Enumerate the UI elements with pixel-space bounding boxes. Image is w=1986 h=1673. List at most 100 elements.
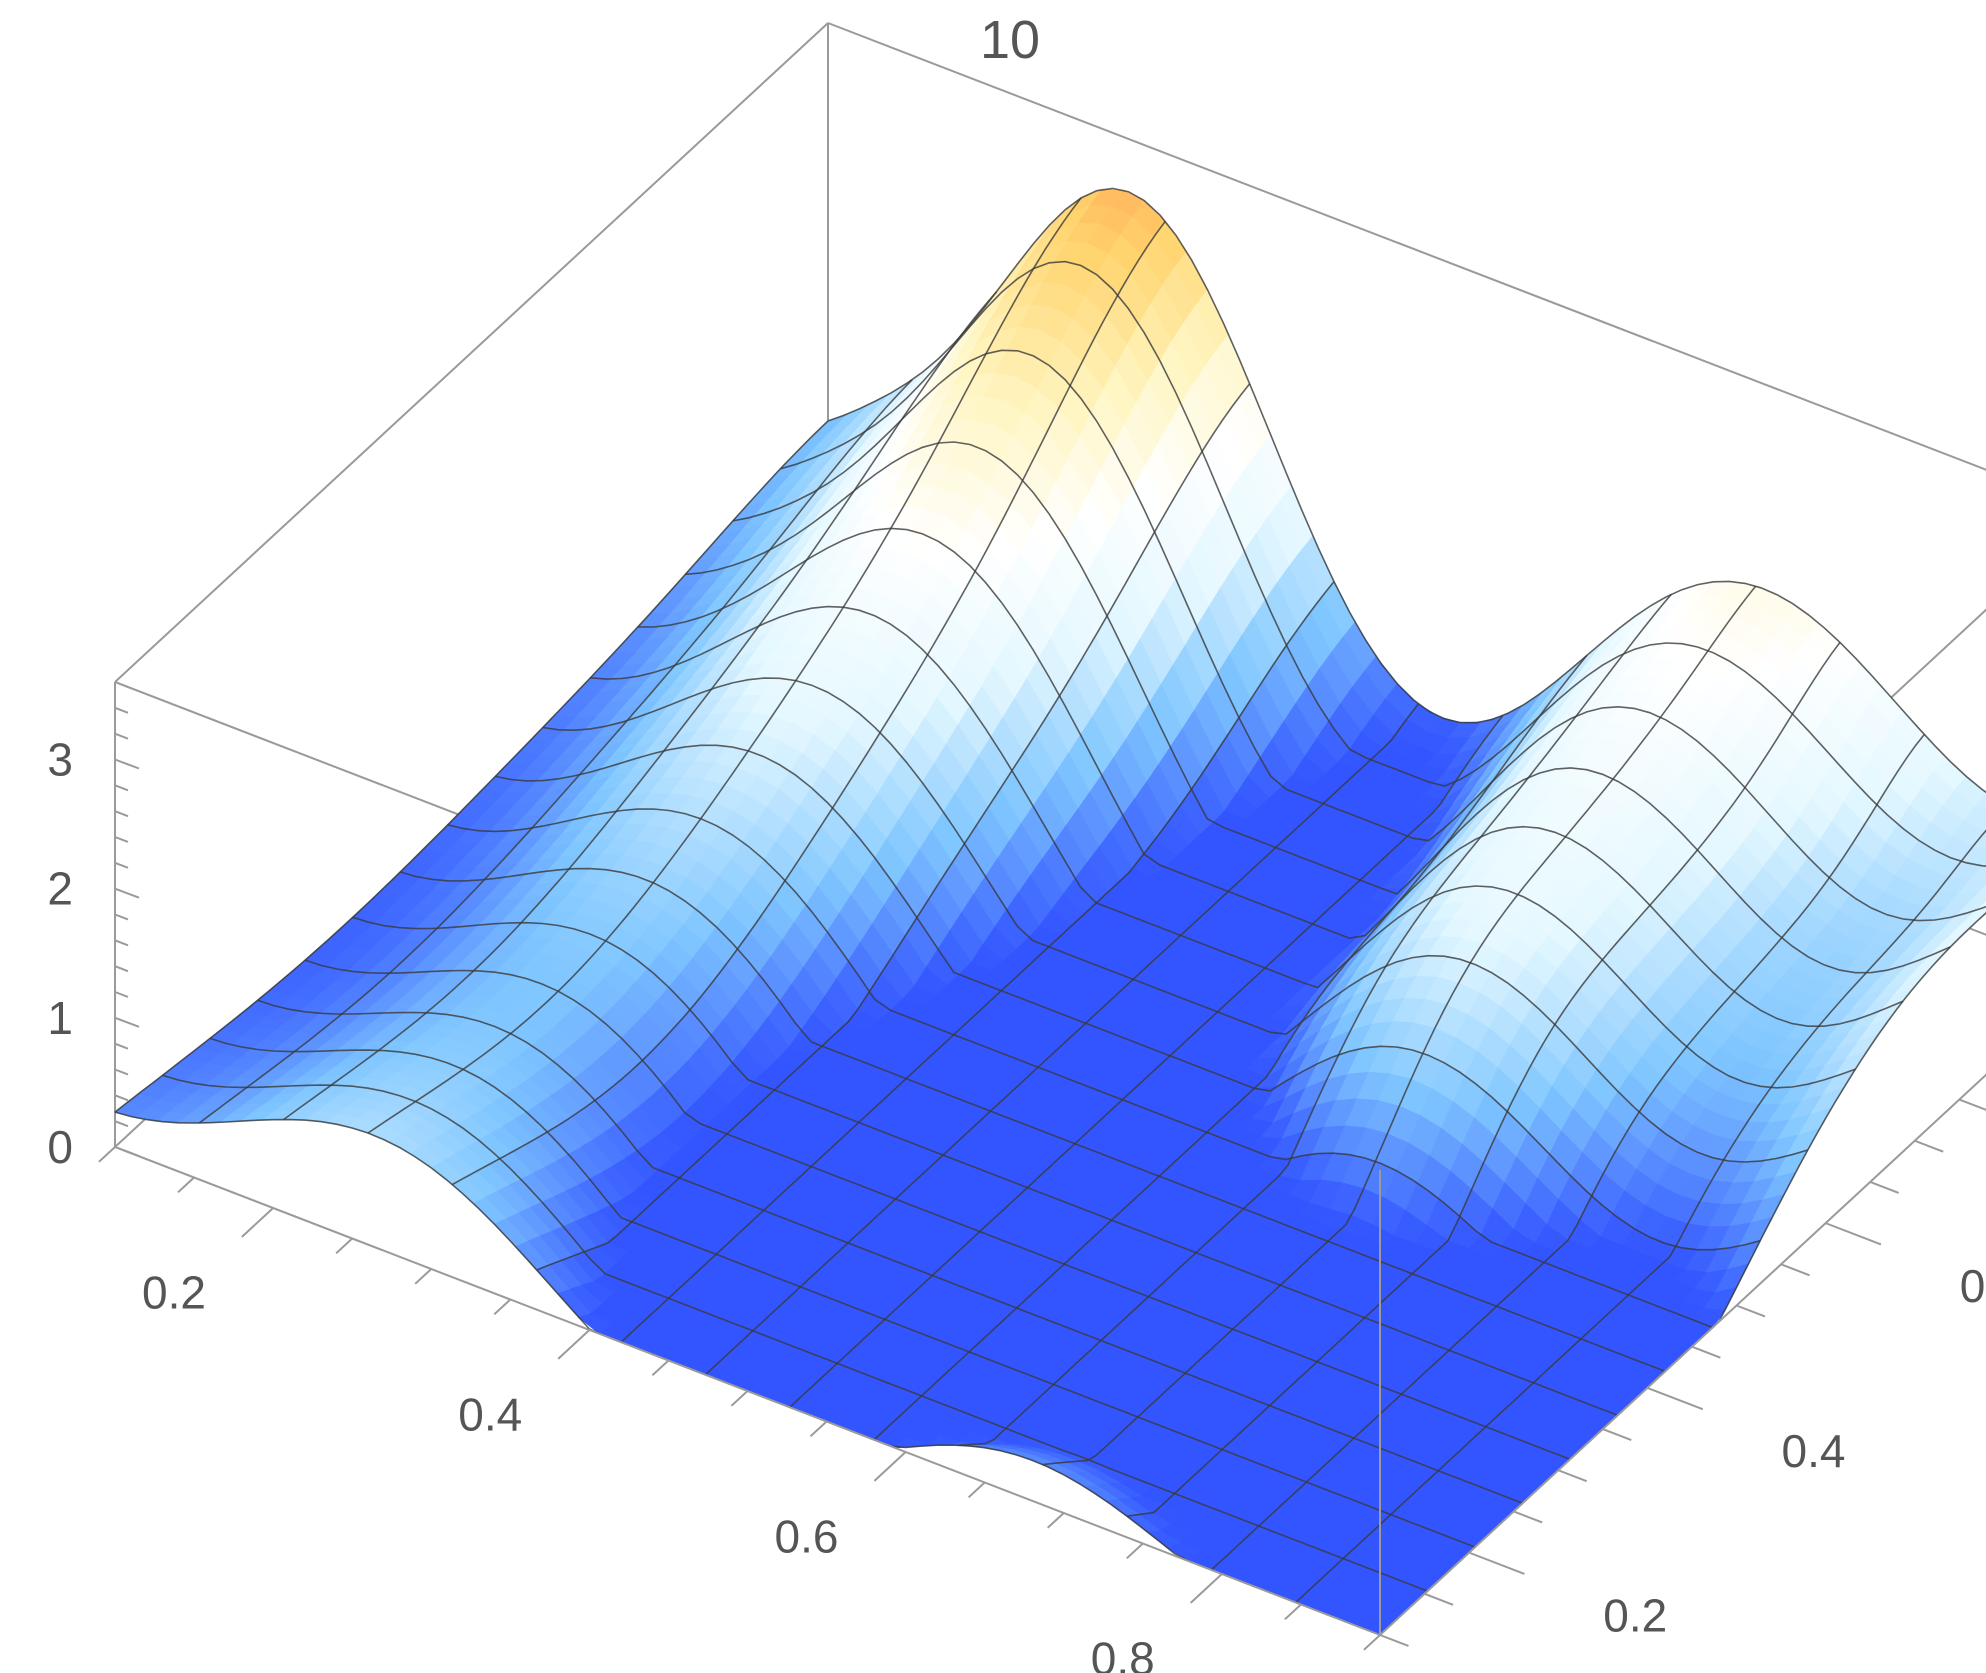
x-tick [493,1298,511,1316]
x-tick [1363,1634,1381,1651]
z-tick [114,1094,129,1102]
x-tick [809,1420,828,1438]
chart-title: 10 [980,10,1040,70]
y-tick [1424,1592,1454,1606]
x-tick [730,1390,749,1407]
z-tick [114,861,129,869]
z-tick [114,1120,129,1128]
mesh-line [399,867,1666,1373]
z-tick-label: 0 [47,1121,73,1173]
mesh-line [367,197,1082,1134]
mesh-line [209,1037,1476,1548]
axis-tick-labels: 0.20.40.60.80.20.40.60.80123 [47,734,1986,1673]
z-tick-label: 3 [47,734,73,786]
y-tick [1825,1222,1882,1246]
z-tick [114,732,129,740]
surface-mesh [114,187,1986,1636]
x-tick [1126,1542,1144,1560]
z-tick [114,706,129,714]
mesh-line [620,581,1335,1343]
y-tick [1914,1139,1944,1153]
mesh-line [780,260,1986,867]
z-tick [114,887,140,899]
y-tick-label: 0.4 [1782,1425,1846,1477]
x-tick [1284,1603,1302,1621]
z-tick [114,913,129,921]
z-tick [114,810,129,818]
axis-ticks [98,681,1986,1651]
x-tick-label: 0.6 [775,1510,839,1562]
mesh-line [1042,585,1757,1466]
z-tick [114,836,129,843]
y-tick-label: 0.2 [1603,1590,1667,1642]
y-tick [1780,1263,1810,1277]
mesh-line [590,605,1856,1089]
x-tick [651,1359,670,1377]
surface-patch [1975,794,1986,813]
mesh-line [958,593,1672,1447]
mesh-line [789,715,1504,1408]
x-tick [335,1237,353,1255]
y-tick [1691,1345,1721,1359]
mesh-line [542,677,1809,1163]
z-tick [114,991,129,998]
mesh-line [447,808,1713,1329]
z-tick [114,1146,140,1157]
mesh-line [114,420,829,1113]
y-tick [1468,1551,1525,1575]
box-edge [827,22,1986,471]
x-tick-label: 0.4 [458,1388,522,1440]
z-tick [114,965,129,973]
z-tick-label: 2 [47,863,73,915]
x-tick [241,1207,274,1238]
y-tick [1958,1098,1986,1111]
y-tick [1513,1510,1543,1524]
mesh-line [257,999,1523,1504]
mesh-line [827,187,1986,794]
z-tick [114,784,129,792]
mesh-line [685,441,1951,974]
y-tick [1557,1469,1588,1483]
y-tick [1869,1181,1900,1194]
x-tick-label: 0.8 [1091,1632,1155,1673]
z-tick [114,1016,140,1028]
x-tick [557,1329,591,1360]
mesh-line [536,383,1251,1271]
mesh-line [283,291,998,1121]
mesh-line [1126,641,1841,1517]
z-tick [114,1068,129,1076]
mesh-line [451,220,1166,1186]
mesh-line [162,1074,1428,1592]
x-tick [414,1268,432,1285]
mesh-line [1210,734,1925,1571]
mesh-line [873,654,1588,1441]
mesh-line [732,349,1986,922]
mesh-line [495,744,1761,1251]
mesh-line [304,959,1571,1461]
z-tick [114,939,129,947]
y-tick [1647,1386,1704,1411]
mesh-line [704,703,1419,1376]
y-tick [1602,1428,1632,1441]
z-tick [114,758,140,770]
x-tick [873,1451,907,1482]
surface-patch [1981,860,1986,867]
z-tick [114,1042,129,1050]
surface-patch [1978,884,1986,893]
x-tick [177,1176,195,1194]
y-tick [1736,1304,1766,1318]
mesh-line [1295,829,1986,1604]
surface-patch [1976,900,1986,911]
x-tick [967,1481,986,1499]
y-tick [1379,1634,1409,1647]
x-tick-label: 0.2 [142,1266,206,1318]
mesh-line [198,379,913,1124]
mesh-line [352,916,1618,1417]
z-tick [114,681,129,688]
x-tick [1190,1573,1223,1604]
z-tick-label: 1 [47,992,73,1044]
x-tick [98,1146,116,1163]
mesh-line [637,527,1904,1027]
x-tick [1047,1512,1065,1529]
